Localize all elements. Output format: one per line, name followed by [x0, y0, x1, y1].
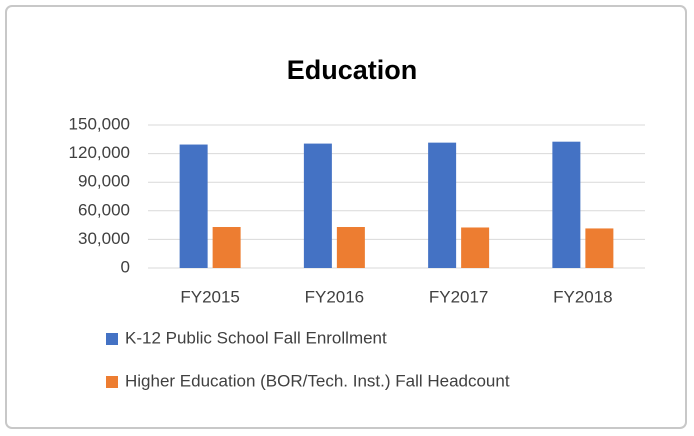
y-tick-label: 0 — [121, 257, 130, 276]
x-tick-label: FY2015 — [180, 287, 240, 306]
legend-swatch — [106, 333, 118, 345]
legend-swatch — [106, 376, 118, 388]
y-tick-label: 60,000 — [78, 200, 130, 219]
x-tick-label: FY2017 — [429, 287, 489, 306]
bar — [428, 142, 457, 268]
legend-label: Higher Education (BOR/Tech. Inst.) Fall … — [125, 371, 510, 390]
chart-frame — [5, 5, 687, 429]
bar — [303, 143, 332, 268]
bar — [336, 227, 365, 268]
y-tick-label: 30,000 — [78, 229, 130, 248]
bar — [461, 227, 490, 268]
y-tick-label: 90,000 — [78, 172, 130, 191]
y-tick-label: 120,000 — [69, 143, 130, 162]
bar — [179, 144, 208, 268]
bar — [585, 228, 614, 268]
bar — [212, 227, 241, 268]
legend-label: K-12 Public School Fall Enrollment — [125, 328, 387, 347]
bar — [552, 141, 581, 268]
x-tick-label: FY2016 — [305, 287, 365, 306]
x-tick-label: FY2018 — [553, 287, 613, 306]
chart-title: Education — [287, 55, 418, 85]
y-tick-label: 150,000 — [69, 114, 130, 133]
